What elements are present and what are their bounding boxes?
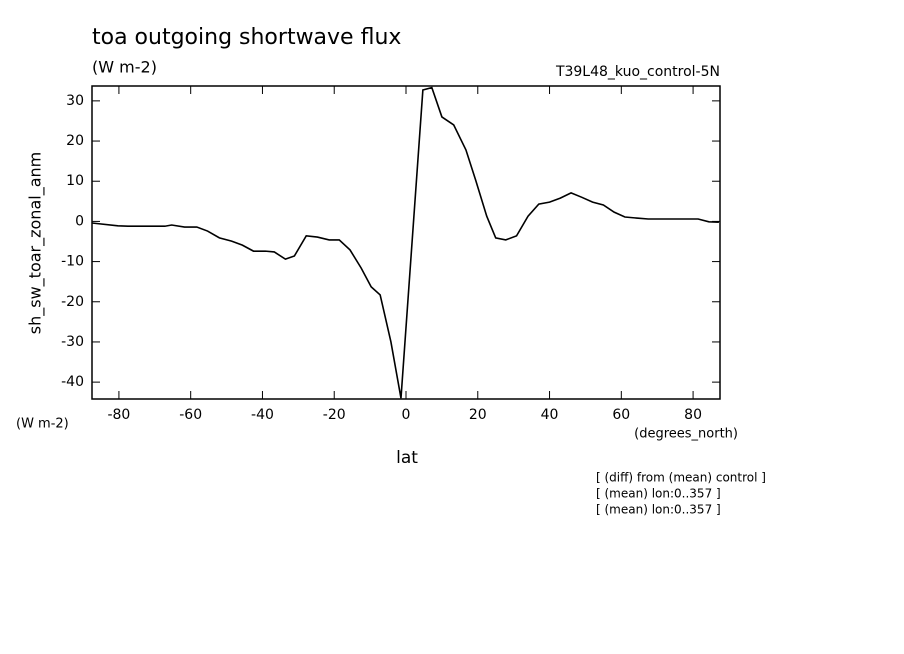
x-tick-label: -40 [251,407,274,423]
data-line [91,86,719,399]
dataset-label: T39L48_kuo_control-5N [555,64,720,80]
subtitle: (W m-2) [92,58,157,77]
chart-title: toa outgoing shortwave flux [92,25,401,50]
y-axis-label: sh_sw_toar_zonal_anm [26,152,46,334]
y-tick-label: -10 [61,254,84,270]
x-tick-label: -20 [323,407,346,423]
y-tick-label: 0 [75,213,84,229]
x-tick-label: 0 [402,407,411,423]
y-tick-label: -40 [61,374,84,390]
plot-frame [91,85,721,400]
x-tick-label: -60 [179,407,202,423]
x-tick-label: 80 [684,407,702,423]
y-units: (W m-2) [16,417,69,432]
note: [ (mean) lon:0..357 ] [596,487,721,501]
x-tick-label: 20 [469,407,487,423]
y-tick-label: 20 [66,133,84,149]
y-tick-label: 30 [66,93,84,109]
note: [ (mean) lon:0..357 ] [596,503,721,517]
x-tick-label: -80 [107,407,130,423]
x-tick-label: 40 [541,407,559,423]
y-tick-label: -30 [61,334,84,350]
y-tick-label: 10 [66,173,84,189]
x-units: (degrees_north) [634,427,738,442]
x-tick-label: 60 [612,407,630,423]
x-axis-label: lat [396,448,418,468]
note: [ (diff) from (mean) control ] [596,471,766,485]
y-tick-label: -20 [61,294,84,310]
